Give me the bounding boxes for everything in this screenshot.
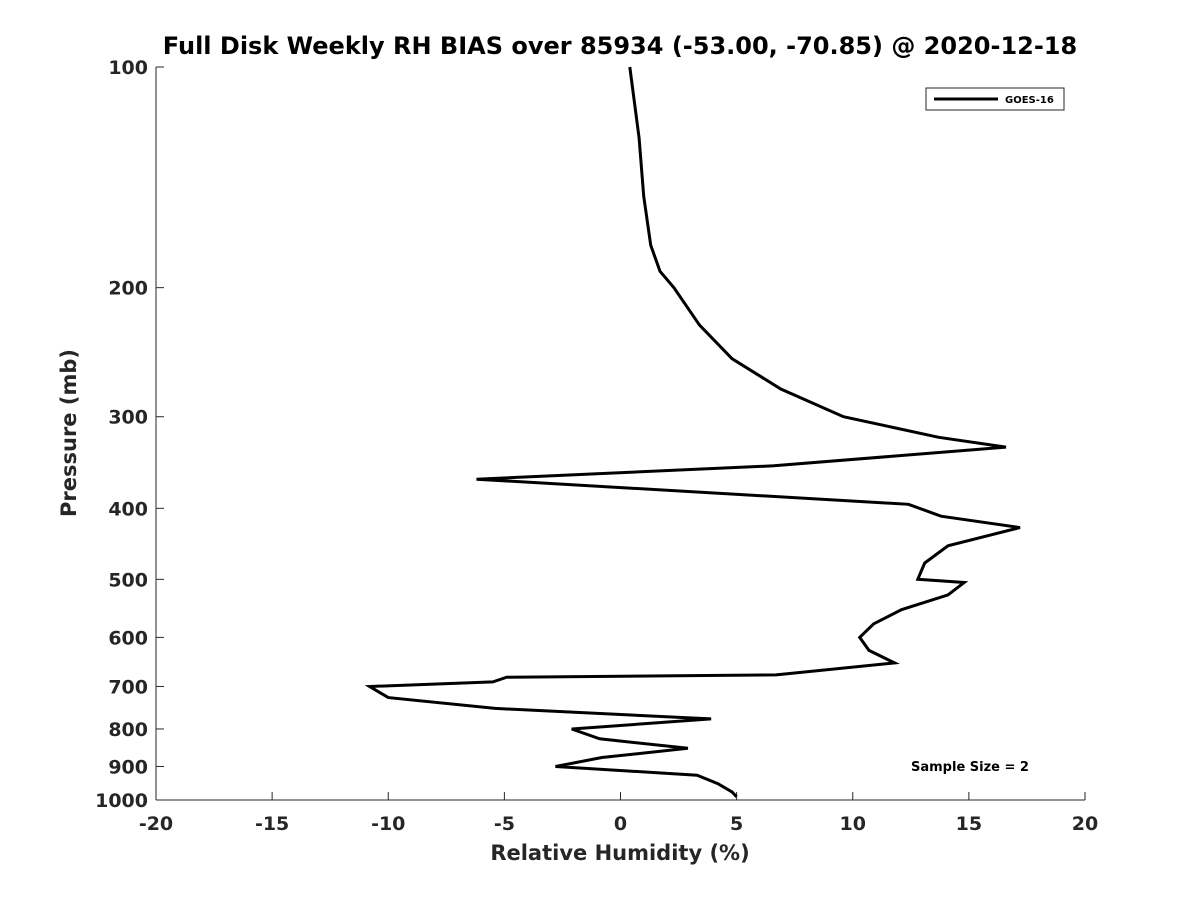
y-axis-label: Pressure (mb) <box>57 349 81 517</box>
y-ticks: 100 200 300 400 500 600 700 800 900 1000 <box>95 57 164 812</box>
y-tick-label: 900 <box>108 756 148 778</box>
y-tick-label: 1000 <box>95 790 148 812</box>
series-line-goes-16 <box>364 66 1021 798</box>
x-tick-label: 10 <box>840 813 866 835</box>
legend: GOES-16 <box>925 87 1065 111</box>
y-tick-label: 500 <box>108 569 148 591</box>
x-tick-label: -15 <box>255 813 289 835</box>
x-tick-label: 5 <box>730 813 743 835</box>
legend-label-goes-16: GOES-16 <box>1005 95 1054 106</box>
x-tick-label: -5 <box>494 813 515 835</box>
x-tick-label: 0 <box>614 813 627 835</box>
series-layer <box>364 66 1021 798</box>
y-tick-label: 400 <box>108 498 148 520</box>
x-tick-label: -10 <box>371 813 405 835</box>
chart-title: Full Disk Weekly RH BIAS over 85934 (-53… <box>163 32 1077 60</box>
x-ticks: -20 -15 -10 -5 0 5 10 15 20 <box>139 792 1098 835</box>
x-axis-label: Relative Humidity (%) <box>490 841 749 865</box>
y-tick-label: 700 <box>108 676 148 698</box>
sample-size-annotation: Sample Size = 2 <box>911 760 1029 775</box>
y-tick-label: 600 <box>108 627 148 649</box>
x-tick-label: 20 <box>1072 813 1098 835</box>
x-tick-label: -20 <box>139 813 173 835</box>
x-tick-label: 15 <box>956 813 982 835</box>
y-tick-label: 300 <box>108 407 148 429</box>
y-tick-label: 100 <box>108 57 148 79</box>
y-tick-label: 800 <box>108 719 148 741</box>
y-tick-label: 200 <box>108 278 148 300</box>
